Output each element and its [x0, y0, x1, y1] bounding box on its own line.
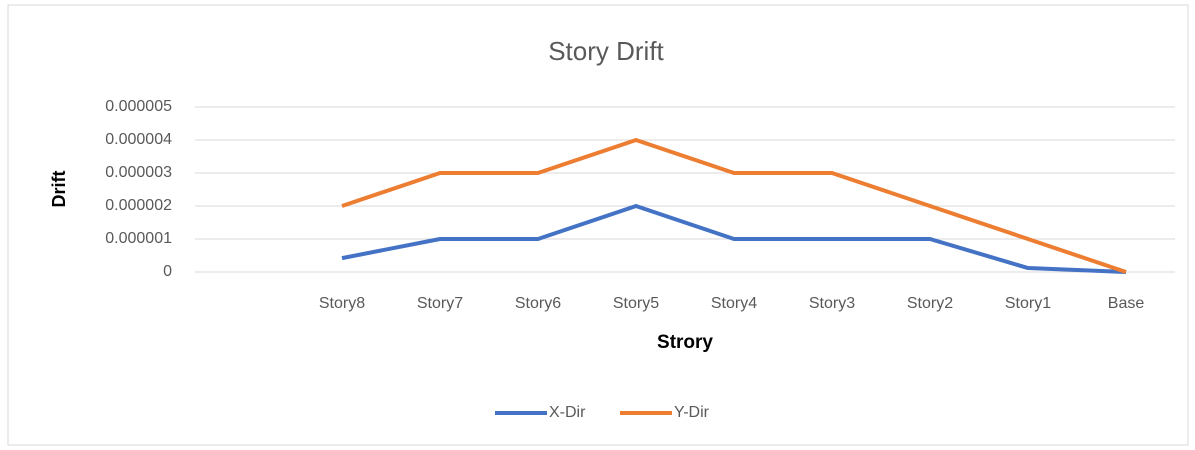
y-axis-label: Drift	[49, 171, 69, 208]
y-tick-label: 0.000004	[105, 131, 172, 148]
y-tick-label: 0.000002	[105, 197, 172, 214]
x-tick-label: Story3	[809, 295, 855, 312]
x-tick-label: Story5	[613, 295, 659, 312]
y-tick-label: 0.000005	[105, 98, 172, 115]
x-tick-label: Story2	[907, 295, 953, 312]
legend-label: Y-Dir	[674, 404, 710, 421]
y-tick-label: 0.000003	[105, 164, 172, 181]
y-tick-label: 0	[163, 263, 172, 280]
chart-frame	[7, 4, 1189, 446]
legend-label: X-Dir	[549, 404, 586, 421]
chart-title: Story Drift	[548, 36, 664, 66]
line-series	[341, 138, 1127, 274]
x-tick-label: Base	[1108, 295, 1145, 312]
x-tick-label: Story1	[1005, 295, 1051, 312]
x-tick-label: Story6	[515, 295, 561, 312]
x-tick-label: Story8	[319, 295, 365, 312]
x-tick-label: Story7	[417, 295, 463, 312]
x-tick-label: Story4	[711, 295, 757, 312]
line-series	[341, 204, 1127, 274]
x-axis-label: Strory	[657, 332, 713, 353]
y-tick-label: 0.000001	[105, 230, 172, 247]
